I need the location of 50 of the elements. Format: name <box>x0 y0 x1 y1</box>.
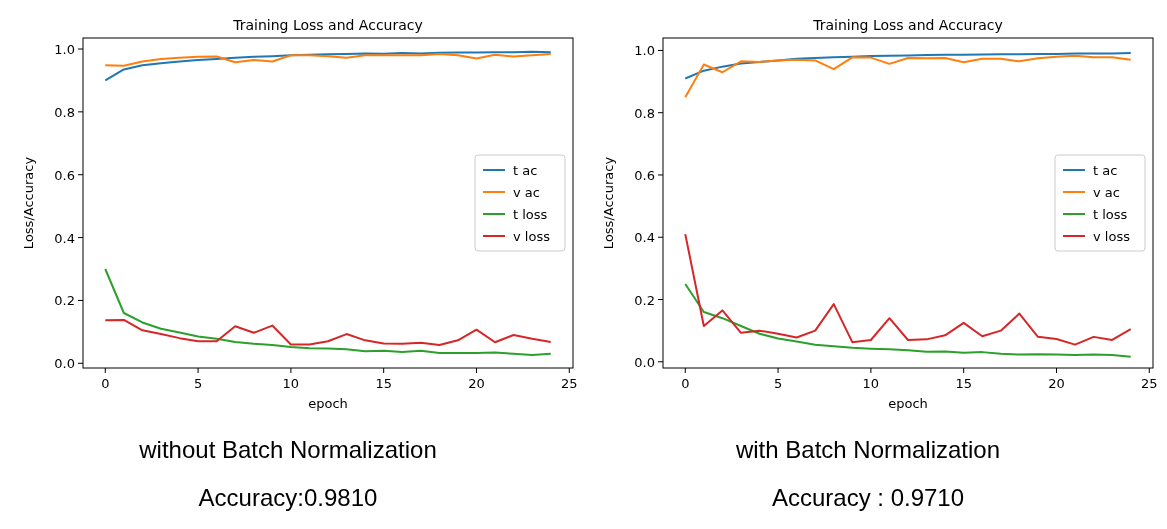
y-tick-label: 0.0 <box>634 354 655 370</box>
x-tick-label: 5 <box>193 376 203 391</box>
y-tick-label: 0.2 <box>634 292 655 308</box>
chart-title: Training Loss and Accuracy <box>812 17 1003 33</box>
x-tick-label: 25 <box>1141 376 1158 391</box>
x-tick-label: 5 <box>773 376 783 391</box>
legend-label: v loss <box>513 229 551 244</box>
y-tick-label: 1.0 <box>54 42 75 57</box>
text: Accuracy:0.9810 <box>198 484 378 511</box>
legend-label: t loss <box>1093 207 1128 222</box>
y-tick-label: 0.2 <box>54 293 75 309</box>
legend-label: t ac <box>513 163 538 178</box>
y-tick-label: 0.4 <box>54 230 75 246</box>
line-series <box>684 233 1132 346</box>
line-series <box>684 51 1132 80</box>
line-series <box>684 282 1132 358</box>
y-tick-label: 0.0 <box>54 356 75 372</box>
y-axis-title: Loss/Accuracy <box>21 156 36 250</box>
x-axis-title: epoch <box>888 396 928 411</box>
y-tick-label: 0.6 <box>634 167 655 183</box>
x-tick-label: 10 <box>862 376 880 391</box>
text: Accuracy : 0.9710 <box>771 484 965 511</box>
x-tick-label: 20 <box>468 376 485 391</box>
line-series <box>104 318 552 347</box>
x-tick-label: 0 <box>101 376 110 391</box>
line-series <box>104 50 552 82</box>
legend-label: t ac <box>1093 163 1118 178</box>
y-tick-label: 0.6 <box>54 167 75 183</box>
y-tick-label: 0.8 <box>54 104 75 120</box>
text: without Batch Normalization <box>138 436 437 463</box>
x-tick-label: 25 <box>561 376 578 391</box>
x-tick-label: 20 <box>1048 376 1065 391</box>
legend-label: v ac <box>1093 185 1120 200</box>
line-series <box>684 54 1132 99</box>
chart-title: Training Loss and Accuracy <box>232 17 423 33</box>
y-tick-label: 1.0 <box>634 43 655 59</box>
y-axis-title: Loss/Accuracy <box>601 156 616 250</box>
legend-label: t loss <box>513 207 548 222</box>
legend-label: v ac <box>513 185 540 200</box>
x-axis-title: epoch <box>308 396 348 411</box>
x-tick-label: 15 <box>955 376 972 391</box>
x-tick-label: 15 <box>375 376 392 391</box>
legend-label: v loss <box>1093 229 1131 244</box>
y-tick-label: 0.4 <box>634 230 655 246</box>
y-tick-label: 0.8 <box>634 105 655 121</box>
line-series <box>104 53 552 67</box>
x-tick-label: 10 <box>282 376 300 391</box>
text: with Batch Normalization <box>734 436 1001 463</box>
line-series <box>104 268 552 357</box>
x-tick-label: 0 <box>681 376 690 391</box>
